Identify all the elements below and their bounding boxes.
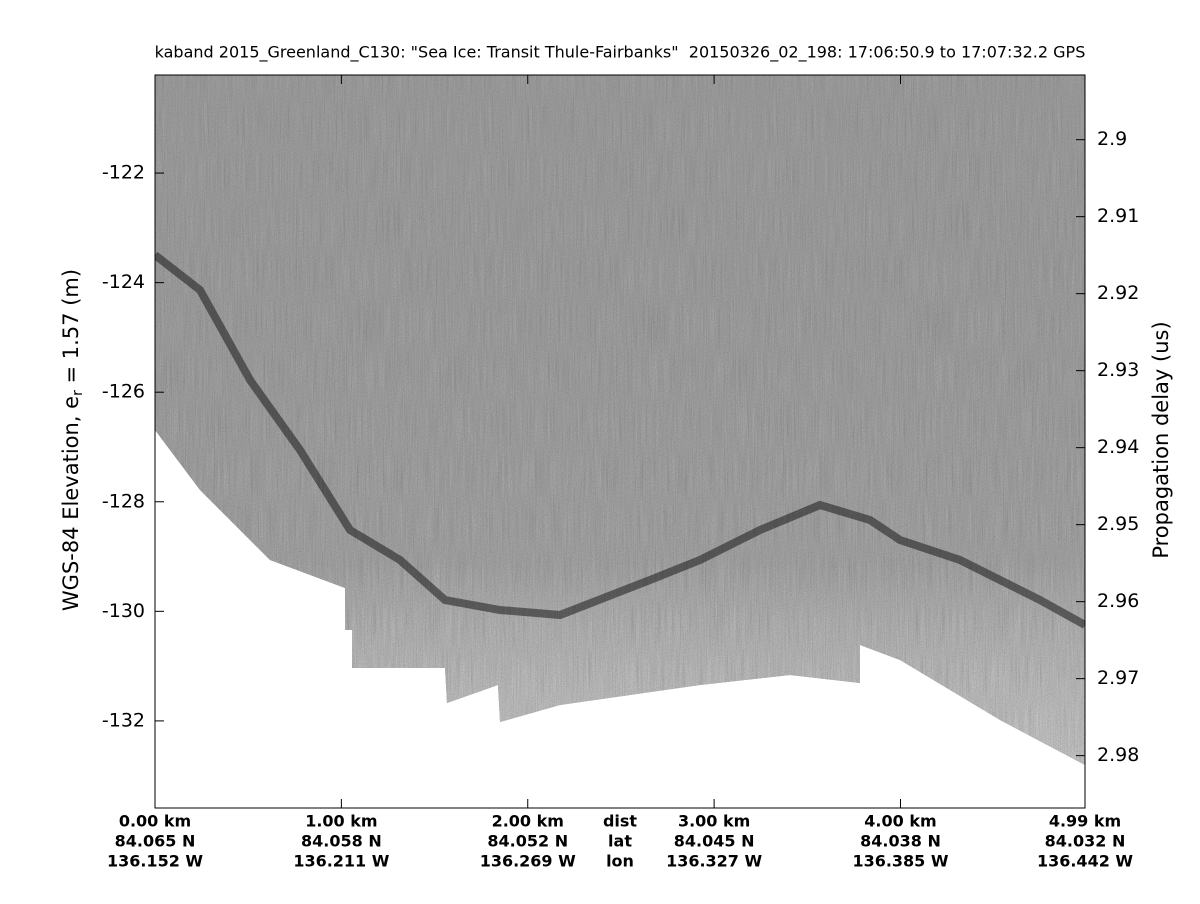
x-tick-label: 2.00 km [492, 812, 564, 831]
y-label-subscript: r [70, 390, 86, 396]
x-tick-lat: 84.058 N [301, 832, 382, 851]
y2-tick-label: 2.94 [1097, 436, 1139, 458]
x-tick-lat: 84.045 N [674, 832, 755, 851]
y2-axis-label: Propagation delay (us) [1149, 321, 1173, 558]
x-tick-label: 4.00 km [864, 812, 936, 831]
x-tick-label: 3.00 km [678, 812, 750, 831]
y2-tick-label: 2.96 [1097, 590, 1139, 612]
x-tick-lat: 84.032 N [1045, 832, 1126, 851]
surface-return [155, 251, 1085, 629]
x-tick-lat: 84.065 N [115, 832, 196, 851]
y-tick-label: -126 [102, 381, 145, 403]
y2-tick-label: 2.93 [1097, 359, 1139, 381]
row-header: lon [606, 852, 634, 871]
x-tick-lon: 136.327 W [666, 852, 762, 871]
x-tick-label: 0.00 km [119, 812, 191, 831]
x-tick-lon: 136.442 W [1037, 852, 1133, 871]
y2-tick-label: 2.92 [1097, 282, 1139, 304]
echogram [155, 75, 1085, 765]
y-tick-label: -124 [102, 271, 145, 293]
y2-tick-label: 2.9 [1097, 128, 1127, 150]
x-tick-lat: 84.052 N [487, 832, 568, 851]
y-label-part: = 1.57 (m) [59, 269, 83, 390]
row-header: dist [603, 812, 637, 831]
axes-box [154, 74, 1086, 809]
y2-tick-label: 2.97 [1097, 667, 1139, 689]
chart-title: kaband 2015_Greenland_C130: "Sea Ice: Tr… [155, 43, 1086, 63]
x-tick-label: 1.00 km [305, 812, 377, 831]
y-axis-label: WGS-84 Elevation, er = 1.57 (m) [59, 269, 86, 611]
x-tick-lon: 136.152 W [107, 852, 203, 871]
row-header: lat [608, 832, 632, 851]
y2-tick-label: 2.98 [1097, 744, 1139, 766]
echogram-shade [155, 75, 1085, 765]
y-tick-label: -128 [102, 490, 145, 512]
x-tick-lon: 136.211 W [293, 852, 389, 871]
y2-tick-label: 2.95 [1097, 513, 1139, 535]
x-tick-label: 4.99 km [1049, 812, 1121, 831]
y2-tick-label: 2.91 [1097, 205, 1139, 227]
y-tick-label: -122 [102, 162, 145, 184]
y-tick-label: -130 [102, 600, 145, 622]
y-tick-label: -132 [102, 709, 145, 731]
y-label-part: WGS-84 Elevation, e [59, 396, 83, 611]
x-tick-lat: 84.038 N [860, 832, 941, 851]
x-tick-lon: 136.269 W [480, 852, 576, 871]
x-tick-lon: 136.385 W [852, 852, 948, 871]
